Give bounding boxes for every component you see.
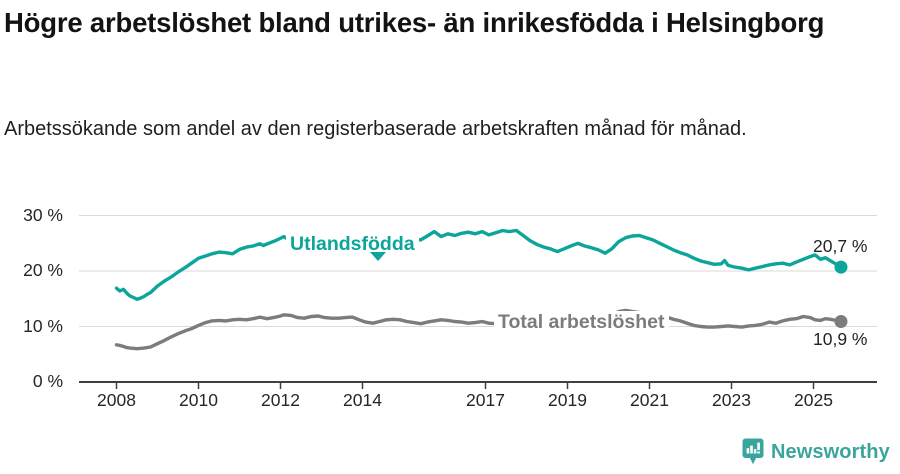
series-end-dot-0	[834, 260, 848, 274]
series-label-utlandsfodda: Utlandsfödda	[286, 233, 419, 256]
end-value-total: 10,9 %	[813, 329, 868, 349]
series-label-total-arbetsloshet: Total arbetslöshet	[494, 311, 669, 334]
series-arrow-down-icon	[370, 252, 386, 261]
x-tick-label: 2021	[630, 390, 669, 410]
x-tick-label: 2019	[548, 390, 587, 410]
page-subtitle: Arbetssökande som andel av den registerb…	[4, 118, 747, 140]
x-tick-label: 2023	[712, 390, 751, 410]
y-tick-label: 10 %	[23, 315, 63, 336]
x-tick-label: 2014	[343, 390, 382, 410]
x-tick-label: 2012	[261, 390, 300, 410]
x-tick-label: 2017	[466, 390, 505, 410]
newsworthy-branding: Newsworthy	[742, 438, 890, 466]
y-tick-label: 0 %	[32, 371, 63, 391]
brand-name: Newsworthy	[771, 440, 890, 463]
series-line-1	[114, 308, 843, 351]
page-title: Högre arbetslöshet bland utrikes- än inr…	[4, 7, 825, 38]
bar-chart-speech-bubble-icon	[742, 438, 764, 465]
y-tick-label: 20 %	[23, 260, 63, 280]
end-value-utlandsfodda: 20,7 %	[813, 236, 868, 256]
series-end-dot-1	[834, 315, 848, 329]
x-tick-label: 2010	[179, 390, 218, 410]
y-tick-label: 30 %	[23, 204, 63, 225]
x-tick-label: 2008	[97, 390, 136, 410]
series-line-0	[114, 228, 843, 301]
x-tick-label: 2025	[794, 390, 833, 410]
